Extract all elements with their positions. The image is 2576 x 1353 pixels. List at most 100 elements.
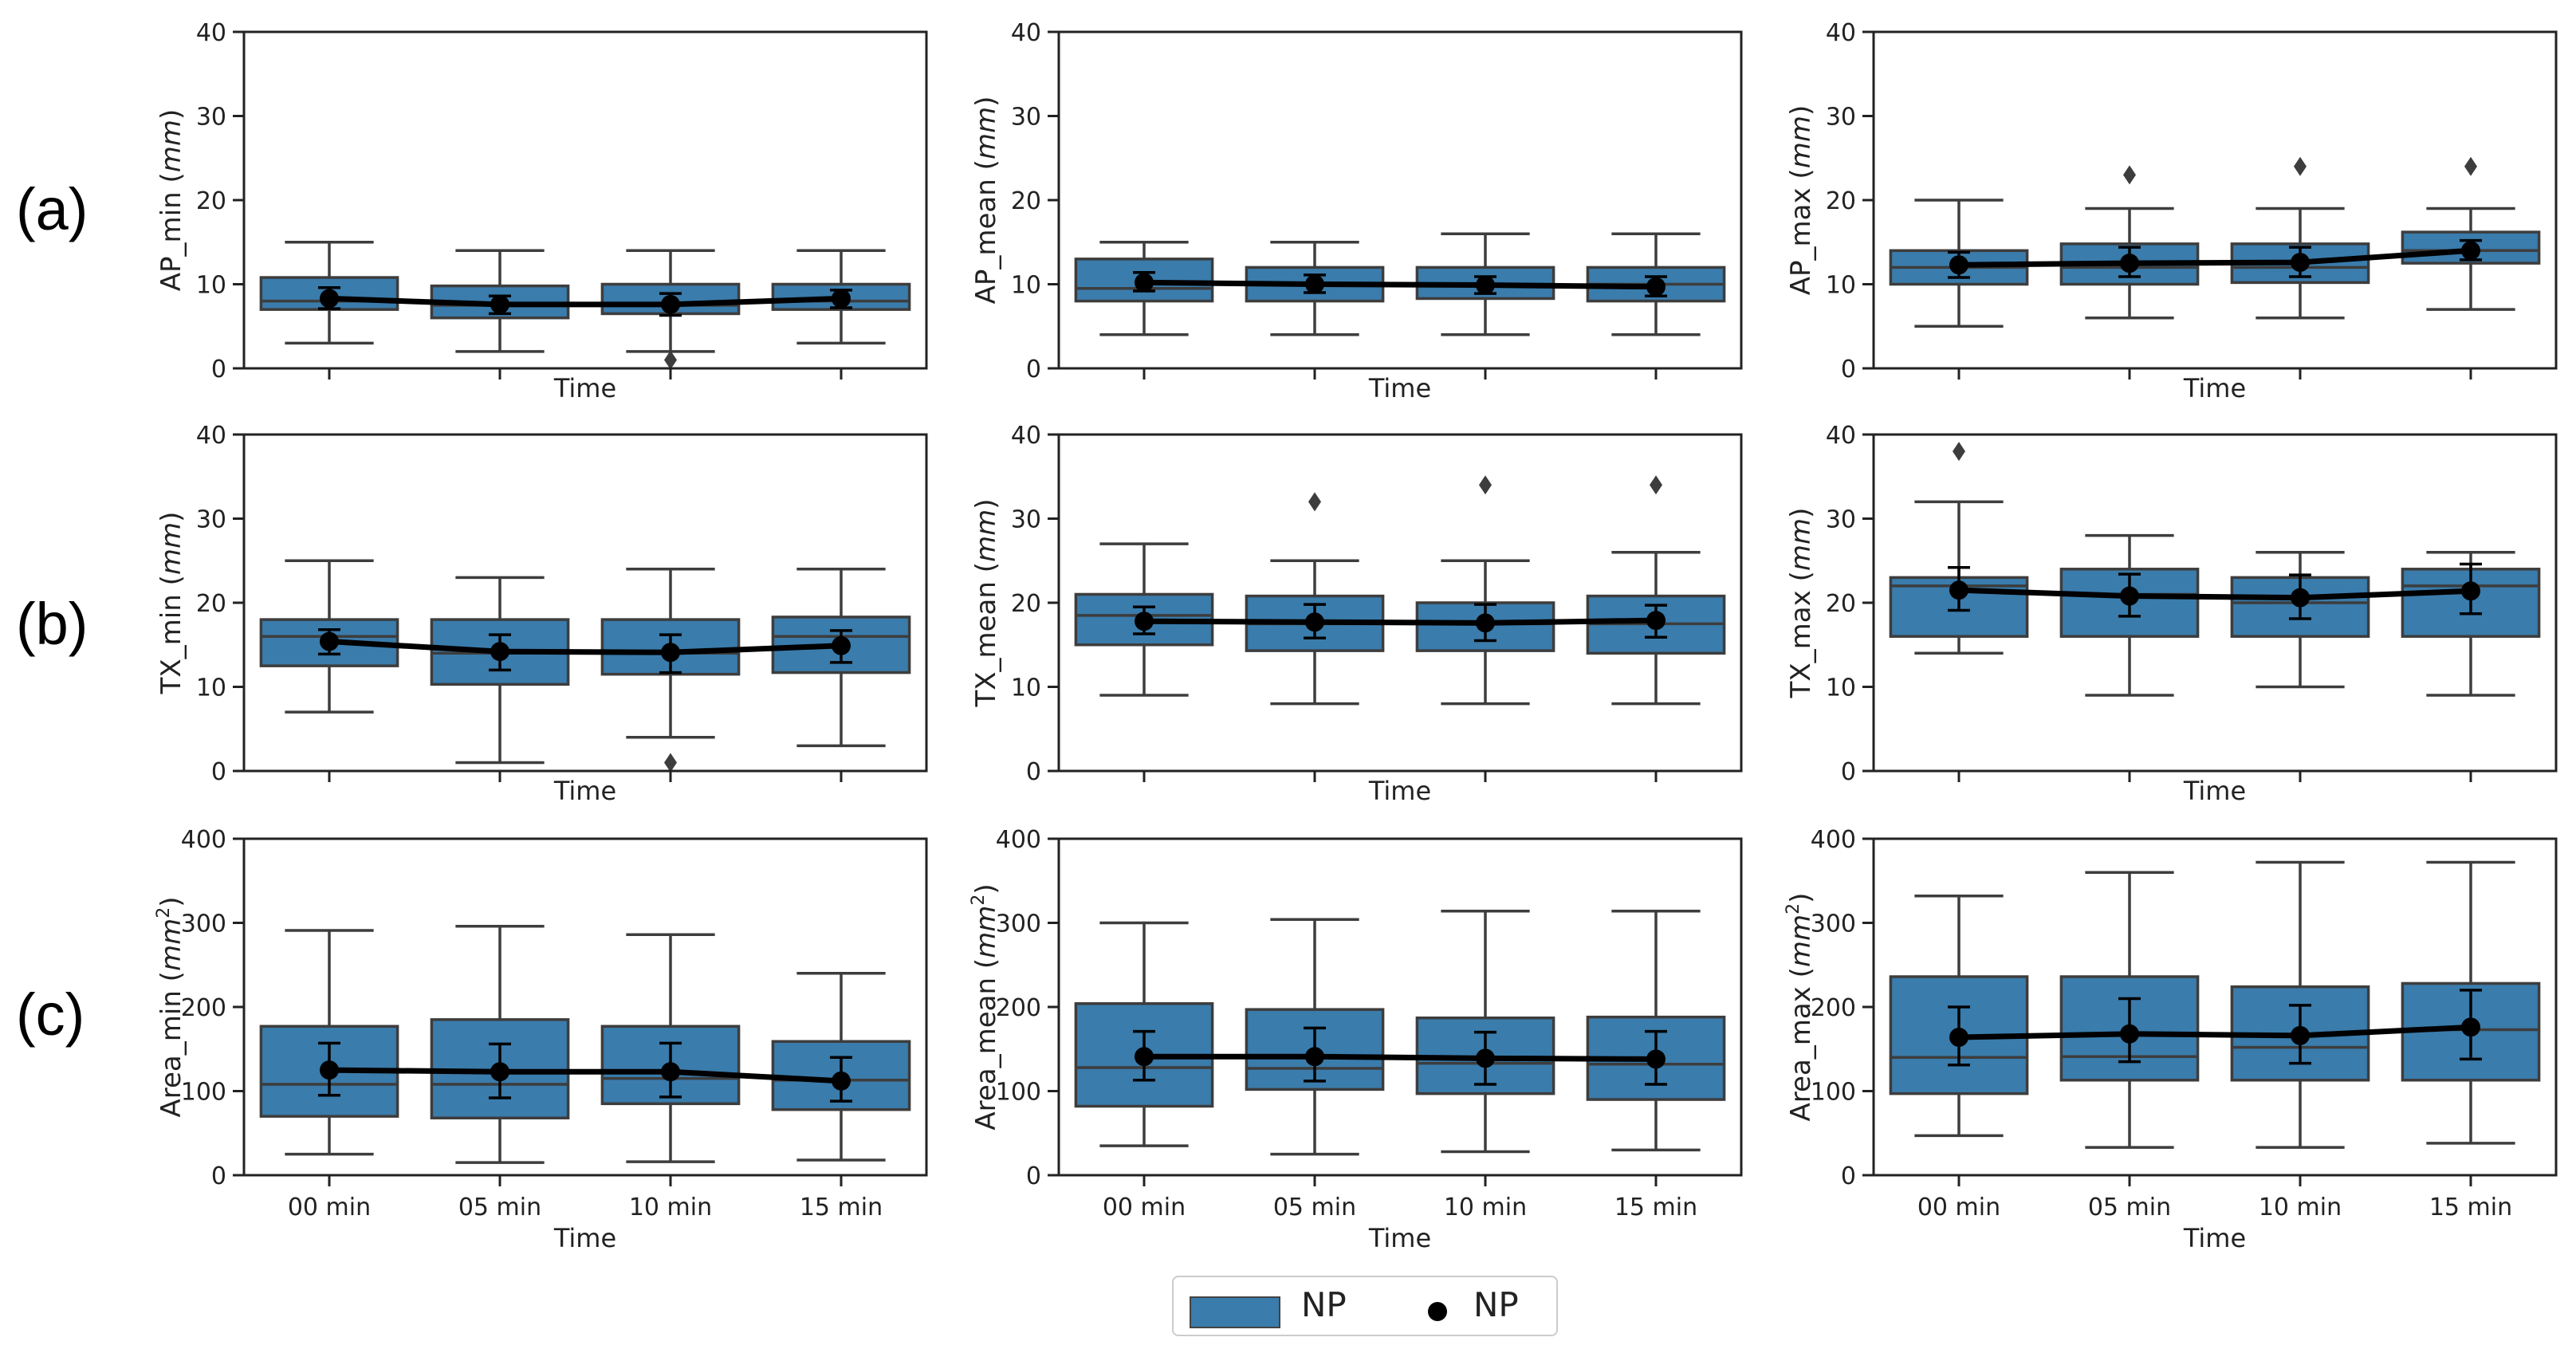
- y-tick-label: 10: [1011, 675, 1041, 702]
- mean-point: [2120, 1024, 2139, 1044]
- box-1: [1245, 492, 1385, 706]
- chart-tx-min: 0 10 20 30 40 Time TX_min (mm): [155, 422, 928, 806]
- y-axis-label: AP_mean (mm): [970, 96, 1002, 305]
- x-tick-label: 00 min: [1917, 1194, 2000, 1221]
- mean-line: [328, 1067, 842, 1084]
- y-tick-label: 0: [1841, 356, 1856, 383]
- x-tick-label: 10 min: [629, 1194, 712, 1221]
- chart-ap-min: 0 10 20 30 40 Time AP_min (mm): [155, 19, 928, 403]
- mean-line: [1958, 587, 2472, 601]
- row-label-a: (a): [16, 176, 88, 242]
- y-tick-label: 20: [196, 590, 226, 618]
- y-tick-label: 40: [1011, 422, 1041, 450]
- y-tick-label: 20: [1011, 187, 1041, 215]
- mean-point: [1949, 255, 1968, 275]
- y-tick-label: 300: [1811, 911, 1856, 938]
- mean-point: [1476, 1048, 1495, 1068]
- box-3: [771, 249, 911, 345]
- y-tick-label: 400: [181, 826, 226, 854]
- y-tick-label: 0: [1026, 1162, 1041, 1190]
- x-tick-label: 00 min: [1103, 1194, 1186, 1221]
- x-axis-label: Time: [1368, 1223, 1431, 1253]
- axes-frame: [242, 837, 928, 1177]
- mean-point: [320, 631, 339, 651]
- mean-point: [1646, 277, 1666, 297]
- y-tick-label: 20: [1826, 187, 1856, 215]
- x-tick-label: 05 min: [1273, 1194, 1356, 1221]
- mean-point: [490, 642, 509, 662]
- box-iqr: [1074, 258, 1214, 303]
- mean-point: [832, 635, 851, 655]
- y-tick-label: 100: [1811, 1079, 1856, 1107]
- axes-frame: [1057, 30, 1743, 370]
- mean-point: [661, 294, 680, 314]
- mean-point: [2461, 241, 2480, 261]
- outlier-marker: [1953, 442, 1965, 462]
- mean-point: [2461, 1017, 2480, 1037]
- chart-area-min: 0 100 200 300 400 00 min 05 min 10 min 15 min Tim…: [154, 826, 928, 1253]
- mean-point: [2120, 254, 2139, 273]
- y-tick-label: 10: [196, 675, 226, 702]
- chart-tx-max: 0 10 20 30 40 Time TX_max (mm): [1785, 422, 2558, 806]
- x-axis-label: Time: [1368, 776, 1431, 806]
- mean-point: [1135, 1047, 1154, 1067]
- mean-point: [1949, 580, 1968, 600]
- y-tick-label: 0: [211, 758, 226, 786]
- x-axis-label: Time: [553, 1223, 616, 1253]
- mean-point: [1949, 1027, 1968, 1047]
- mean-line: [1143, 279, 1657, 290]
- y-axis-label: AP_max (mm): [1785, 105, 1817, 295]
- chart-area-max: 0 100 200 300 400 00 min 05 min 10 min 15 min Tim…: [1784, 826, 2558, 1253]
- mean-point: [832, 1071, 851, 1091]
- y-axis-label: Area_mean (mm2): [969, 883, 1002, 1130]
- outlier-marker: [1308, 492, 1321, 512]
- box-0: [1074, 241, 1214, 336]
- mean-point: [490, 294, 509, 314]
- y-axis-label: Area_min (mm2): [154, 897, 187, 1118]
- outlier-marker: [1479, 475, 1492, 495]
- x-tick-label: 15 min: [1614, 1194, 1697, 1221]
- x-tick-label: 05 min: [2088, 1194, 2171, 1221]
- y-axis-label: TX_min (mm): [155, 512, 187, 695]
- x-tick-label: 00 min: [288, 1194, 371, 1221]
- x-tick-label: 10 min: [1444, 1194, 1527, 1221]
- chart-ap-max: 0 10 20 30 40 Time AP_max (mm): [1785, 19, 2558, 403]
- mean-point: [1476, 275, 1495, 295]
- y-axis-label: AP_min (mm): [155, 109, 187, 291]
- mean-point: [1646, 1049, 1666, 1069]
- legend-box-patch: [1190, 1296, 1280, 1328]
- mean-line: [1958, 1024, 2472, 1040]
- mean-point: [2291, 253, 2310, 273]
- y-tick-label: 400: [996, 826, 1041, 854]
- y-tick-label: 40: [1826, 422, 1856, 450]
- mean-line: [328, 639, 842, 655]
- mean-point: [1305, 612, 1324, 632]
- y-tick-label: 20: [196, 187, 226, 215]
- axes-frame: [1057, 837, 1743, 1177]
- chart-ap-mean: 0 10 20 30 40 Time AP_mean (mm): [970, 19, 1743, 403]
- x-tick-label: 15 min: [2429, 1194, 2512, 1221]
- legend-box-label: NP: [1301, 1285, 1347, 1324]
- mean-point: [320, 1060, 339, 1080]
- y-tick-label: 400: [1811, 826, 1856, 854]
- legend: NP NP: [1172, 1276, 1558, 1336]
- legend-mean-marker: [1428, 1302, 1447, 1321]
- mean-line: [1144, 1053, 1657, 1062]
- mean-point: [1646, 611, 1666, 631]
- y-tick-label: 30: [1826, 104, 1856, 132]
- y-tick-label: 30: [1826, 506, 1856, 534]
- axes-frame: [1057, 433, 1743, 773]
- y-tick-label: 10: [1011, 272, 1041, 300]
- box-3: [2401, 156, 2541, 311]
- chart-area-mean: 0 100 200 300 400 00 min 05 min 10 min 15 min Tim…: [969, 826, 1743, 1253]
- mean-point: [490, 1062, 509, 1082]
- mean-point: [2291, 588, 2310, 608]
- box-1: [2059, 165, 2200, 320]
- y-tick-label: 40: [1011, 19, 1041, 47]
- outlier-marker: [2123, 165, 2136, 185]
- row-label-c: (c): [16, 981, 85, 1048]
- outlier-marker: [664, 753, 677, 773]
- y-tick-label: 10: [196, 272, 226, 300]
- y-tick-label: 10: [1826, 272, 1856, 300]
